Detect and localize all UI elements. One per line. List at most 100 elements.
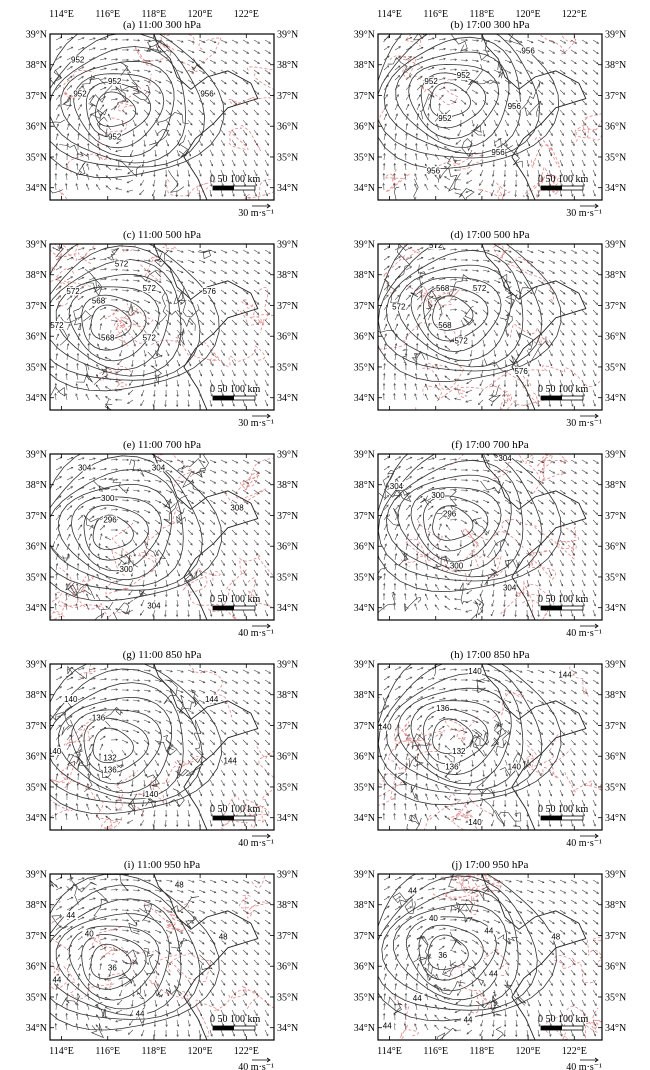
boundary-line <box>131 84 151 101</box>
height-isoline <box>393 903 508 1001</box>
lon-tick-label: 118°E <box>142 9 167 20</box>
contour-label: 296 <box>443 509 457 518</box>
boundary-line <box>448 874 455 888</box>
contour-label: 140 <box>508 763 522 772</box>
boundary-line <box>119 81 140 93</box>
temperature-isoline <box>564 772 602 793</box>
lat-tick-label: 39°N <box>354 660 375 671</box>
lat-tick-label: 38°N <box>277 270 298 281</box>
lon-tick-label: 114°E <box>49 9 74 20</box>
contour-label: 132 <box>452 747 466 756</box>
map-area: 304 304 300 296 308 300 304 <box>50 454 274 620</box>
lon-tick-label: 118°E <box>470 1046 495 1057</box>
temperature-isoline <box>188 664 232 718</box>
height-isoline <box>395 51 510 148</box>
map-frame <box>377 243 603 411</box>
lat-tick-label: 37°N <box>605 511 626 522</box>
scale-bar-label: 0 50 100 km <box>538 804 589 815</box>
boundary-line <box>413 954 432 967</box>
height-isoline <box>50 668 203 804</box>
temperature-isoline <box>553 955 597 984</box>
temperature-isoline <box>149 954 190 1002</box>
map-panel-f: (f) 17:00 700 hPa 304 304 300 296 300 304 0 50 … <box>354 439 626 639</box>
contour-label: 36 <box>108 963 117 972</box>
province-boundaries <box>378 454 587 620</box>
temperature-contours <box>50 454 274 620</box>
height-isoline <box>50 664 222 815</box>
panel-title: (f) 17:00 700 hPa <box>451 439 528 451</box>
lon-tick-label: 122°E <box>562 1046 587 1057</box>
contour-label: 296 <box>103 516 117 525</box>
lat-tick-label: 38°N <box>354 60 375 71</box>
height-contours <box>50 874 220 1031</box>
temperature-isoline <box>439 874 476 906</box>
temperature-isoline <box>244 179 274 200</box>
contour-label: 300 <box>450 562 464 571</box>
height-isoline <box>50 46 187 164</box>
temperature-isoline <box>500 580 533 620</box>
boundary-line <box>466 64 483 91</box>
contour-label: 40 <box>429 914 438 923</box>
panel-title: (h) 17:00 850 hPa <box>450 649 529 661</box>
contour-label: 136 <box>103 766 117 775</box>
lat-tick-label: 37°N <box>354 931 375 942</box>
height-isoline <box>397 687 512 785</box>
temperature-isoline <box>477 181 511 200</box>
boundary-line <box>512 825 522 830</box>
temperature-isoline <box>592 936 602 967</box>
lat-tick-label: 37°N <box>277 931 298 942</box>
boundary-line <box>176 508 187 524</box>
lat-tick-label: 36°N <box>354 122 375 133</box>
height-isoline <box>55 913 170 1010</box>
lat-tick-label: 39°N <box>605 450 626 461</box>
height-isoline <box>432 295 474 331</box>
contour-label: 300 <box>120 565 134 574</box>
map-area: 140 144 136 140 132 136 140 140 <box>378 664 602 830</box>
boundary-line <box>190 689 199 708</box>
contour-label: 304 <box>498 454 512 463</box>
panel-title: (g) 11:00 850 hPa <box>123 649 202 661</box>
height-isoline <box>427 934 469 971</box>
height-isoline <box>405 916 497 992</box>
map-panel-g: (g) 11:00 850 hPa14013614414013213614414… <box>26 649 298 849</box>
contour-label: 576 <box>514 367 528 376</box>
contour-label: 952 <box>424 77 438 86</box>
lat-tick-label: 34°N <box>354 183 375 194</box>
contour-label: 572 <box>473 284 487 293</box>
reference-vector-label: 40 m·s⁻¹ <box>566 838 602 849</box>
temperature-isoline <box>239 894 269 919</box>
scale-bar-label: 0 50 100 km <box>538 384 589 395</box>
boundary-line <box>150 365 163 385</box>
height-isoline <box>50 34 206 168</box>
map-area: 572 572 568 572 576 572 568 572 <box>50 244 274 410</box>
lat-tick-label: 36°N <box>26 752 47 763</box>
lat-tick-label: 34°N <box>277 393 298 404</box>
boundary-line <box>67 581 95 600</box>
lat-tick-label: 35°N <box>26 572 47 583</box>
lat-tick-label: 35°N <box>26 782 47 793</box>
reference-vector-label: 40 m·s⁻¹ <box>566 628 602 639</box>
temperature-isoline <box>452 809 478 830</box>
temperature-isoline <box>256 746 274 801</box>
temperature-isoline <box>509 323 550 346</box>
boundary-line <box>493 723 503 731</box>
boundary-line <box>94 601 114 620</box>
temperature-isoline <box>531 454 568 496</box>
height-isoline <box>423 708 489 765</box>
lat-tick-label: 39°N <box>277 660 298 671</box>
temperature-isoline <box>556 525 579 560</box>
lat-tick-label: 34°N <box>354 393 375 404</box>
contour-label: 304 <box>390 482 404 491</box>
temperature-isoline <box>405 538 467 585</box>
temperature-isoline <box>253 73 274 91</box>
temperature-isoline <box>571 113 602 144</box>
boundary-line <box>424 966 439 981</box>
temperature-isoline <box>426 289 460 310</box>
boundary-line <box>193 719 202 741</box>
height-isoline <box>73 73 165 149</box>
contour-label: 44 <box>383 1022 392 1031</box>
boundary-line <box>461 138 476 157</box>
boundary-line <box>495 1026 504 1040</box>
boundary-line <box>154 250 169 268</box>
